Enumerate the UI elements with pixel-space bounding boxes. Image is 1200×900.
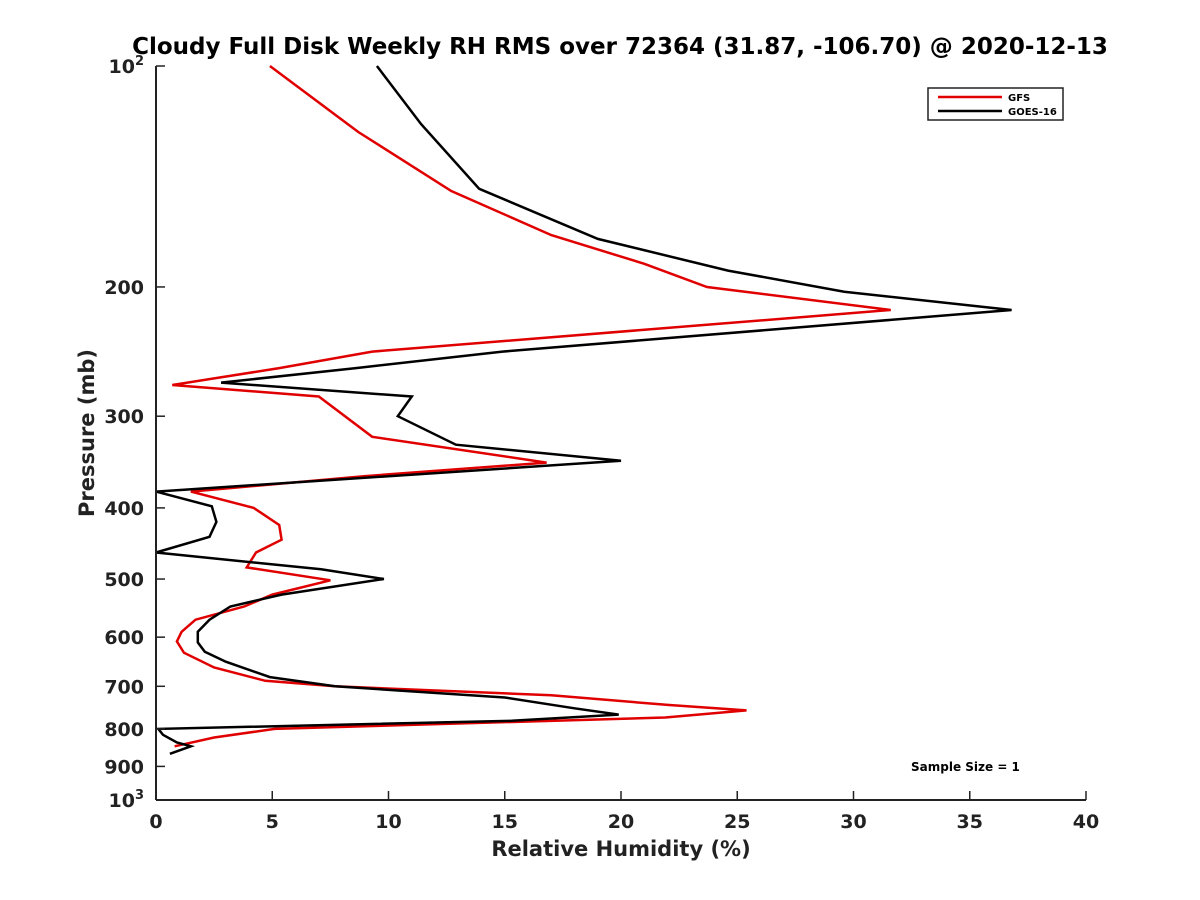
y-tick-label: 300 — [104, 406, 144, 428]
series-line-goes-16 — [155, 65, 1012, 755]
y-tick-label: 700 — [104, 676, 144, 698]
sample-size-annotation: Sample Size = 1 — [911, 760, 1020, 774]
legend-box — [927, 87, 1064, 121]
x-tick-label: 35 — [957, 811, 983, 833]
x-tick-label: 15 — [492, 811, 518, 833]
x-tick-label: 40 — [1073, 811, 1099, 833]
x-axis-label: Relative Humidity (%) — [491, 837, 750, 861]
y-tick-label-exponent: 3 — [135, 788, 144, 803]
series-layer — [155, 64, 1012, 755]
chart-title: Cloudy Full Disk Weekly RH RMS over 7236… — [132, 34, 1108, 60]
y-tick-label: 500 — [104, 569, 144, 591]
y-tick-label-base: 10 — [109, 790, 135, 812]
x-ticks: 0 5 10 15 20 25 30 35 40 — [149, 791, 1099, 833]
x-tick-label: 25 — [724, 811, 750, 833]
y-tick-label: 103 — [109, 788, 145, 812]
y-tick-label-base: 10 — [109, 56, 135, 78]
y-tick-label-exponent: 2 — [135, 54, 144, 69]
y-axis-label: Pressure (mb) — [75, 349, 99, 517]
series-line-gfs — [172, 64, 891, 748]
plot-area: 0 5 10 15 20 25 30 35 40 10220030040050060070080… — [104, 54, 1099, 833]
legend-label-goes-16: GOES-16 — [1008, 107, 1057, 118]
legend: GFS GOES-16 — [927, 87, 1064, 121]
x-tick-label: 20 — [608, 811, 634, 833]
x-tick-label: 10 — [375, 811, 401, 833]
y-tick-label: 800 — [104, 719, 144, 741]
y-tick-label: 102 — [109, 54, 145, 78]
x-tick-label: 5 — [266, 811, 279, 833]
x-tick-label: 0 — [149, 811, 162, 833]
legend-label-gfs: GFS — [1008, 93, 1030, 104]
y-tick-label: 400 — [104, 498, 144, 520]
x-tick-label: 30 — [840, 811, 866, 833]
y-tick-label: 900 — [104, 756, 144, 778]
y-tick-label: 200 — [104, 277, 144, 299]
y-tick-label: 600 — [104, 627, 144, 649]
